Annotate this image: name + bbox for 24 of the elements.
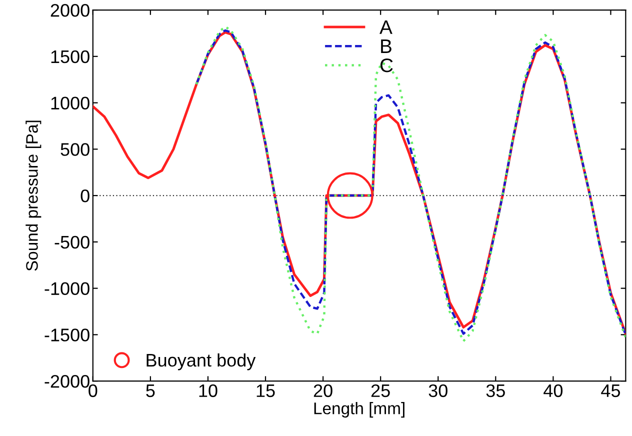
legend-label: B bbox=[381, 40, 392, 53]
x-tick-label: 20 bbox=[314, 384, 332, 398]
x-tick-label: 45 bbox=[601, 384, 620, 398]
y-tick-label: 1000 bbox=[51, 96, 90, 110]
legend-label: A bbox=[380, 20, 392, 34]
legend-label: Buoyant body bbox=[146, 353, 256, 370]
x-tick-label: 25 bbox=[371, 384, 390, 398]
y-tick-label: 1500 bbox=[51, 50, 90, 64]
y-axis-title: Sound pressure [Pa] bbox=[26, 120, 42, 271]
y-tick-label: -1500 bbox=[44, 328, 90, 342]
y-tick-label: -1000 bbox=[44, 282, 90, 296]
y-tick-label: 0 bbox=[80, 189, 90, 202]
legend-label: C bbox=[380, 58, 393, 72]
x-tick-label: 15 bbox=[256, 384, 275, 398]
x-tick-label: 10 bbox=[199, 384, 218, 398]
y-tick-label: -500 bbox=[54, 236, 90, 249]
y-tick-label: -2000 bbox=[44, 375, 90, 388]
x-tick-label: 35 bbox=[486, 384, 505, 398]
x-tick-label: 5 bbox=[146, 384, 155, 398]
y-tick-label: 2000 bbox=[50, 4, 90, 17]
x-tick-label: 40 bbox=[544, 384, 563, 398]
y-tick-label: 500 bbox=[60, 143, 90, 156]
x-tick-label: 30 bbox=[428, 384, 448, 398]
x-axis-title: Length [mm] bbox=[314, 402, 404, 418]
